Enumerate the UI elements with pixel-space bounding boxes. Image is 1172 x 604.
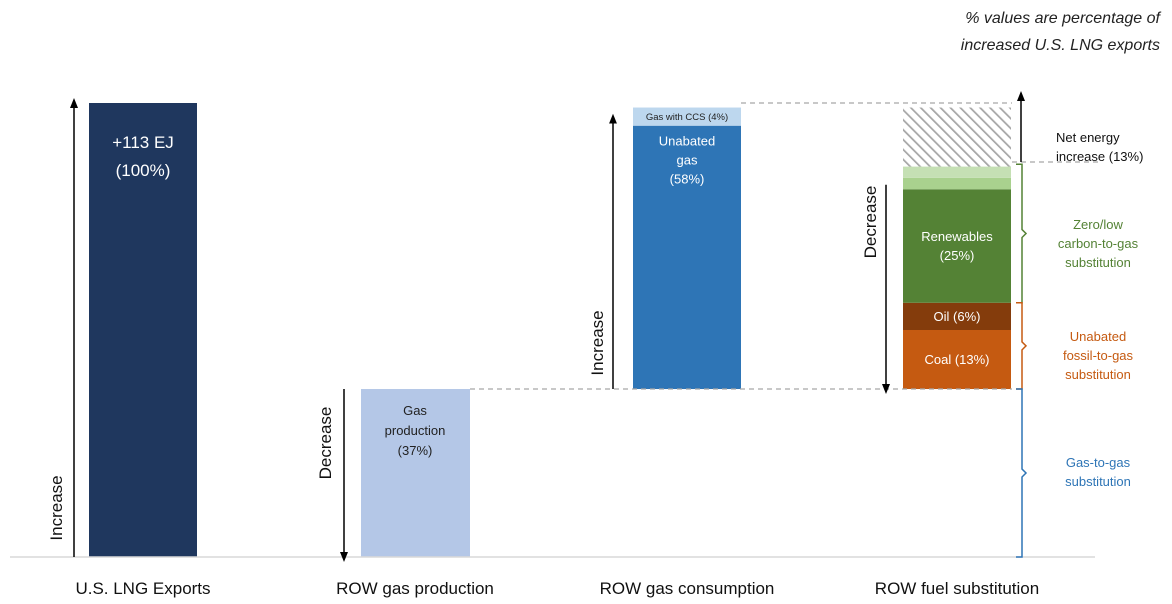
bracket-label: carbon-to-gas bbox=[1058, 236, 1139, 251]
bracket-label: fossil-to-gas bbox=[1063, 348, 1134, 363]
bar-label: Coal (13%) bbox=[924, 352, 989, 367]
bar-segment-other-low-carbon bbox=[903, 166, 1011, 178]
category-label: ROW gas production bbox=[336, 579, 494, 598]
bracket-gas-to-gas bbox=[1016, 388, 1028, 558]
bar-segment-oil bbox=[903, 302, 1011, 330]
bar-label: Renewables bbox=[921, 229, 993, 244]
bar-label: (100%) bbox=[116, 161, 171, 180]
bar-label: Oil (6%) bbox=[934, 309, 981, 324]
category-label: ROW gas consumption bbox=[600, 579, 775, 598]
bracket-label: Zero/low bbox=[1073, 217, 1123, 232]
category-label: U.S. LNG Exports bbox=[75, 579, 210, 598]
chart-note: % values are percentage of bbox=[965, 10, 1161, 27]
bar-segment-coal bbox=[903, 330, 1011, 390]
category-label: ROW fuel substitution bbox=[875, 579, 1039, 598]
bar-segment-consumption bbox=[633, 107, 741, 126]
bar-label: Gas with CCS (4%) bbox=[646, 112, 728, 123]
bracket-label: substitution bbox=[1065, 255, 1131, 270]
bar-segment-renewables bbox=[903, 189, 1011, 303]
bar-label: (25%) bbox=[940, 248, 975, 263]
bracket-unabated-fossil bbox=[1016, 302, 1028, 390]
bar-label: Unabated bbox=[659, 134, 715, 149]
net-energy-label: Net energy bbox=[1056, 130, 1120, 145]
axis-note-increase: Increase bbox=[588, 310, 607, 375]
bracket-label: substitution bbox=[1065, 367, 1131, 382]
bar-label: production bbox=[385, 423, 446, 438]
bar-label: (58%) bbox=[670, 172, 705, 187]
bracket-label: Gas-to-gas bbox=[1066, 455, 1131, 470]
bar-segment-net-increase bbox=[903, 107, 1011, 167]
axis-note-decrease: Decrease bbox=[316, 407, 335, 480]
bar-label: Gas bbox=[403, 403, 427, 418]
bracket-label: substitution bbox=[1065, 474, 1131, 489]
bar-us-lng-exports bbox=[89, 103, 197, 557]
bar-segment-other-low-carbon bbox=[903, 177, 1011, 190]
bar-label: +113 EJ bbox=[112, 133, 174, 152]
bar-label: gas bbox=[677, 153, 698, 168]
net-energy-label: increase (13%) bbox=[1056, 149, 1143, 164]
axis-note-increase: Increase bbox=[47, 475, 66, 540]
bar-label: (37%) bbox=[398, 443, 433, 458]
axis-note-decrease: Decrease bbox=[861, 186, 880, 259]
chart-note: increased U.S. LNG exports bbox=[961, 37, 1160, 54]
bracket-label: Unabated bbox=[1070, 329, 1126, 344]
bracket-zero-low-carbon bbox=[1016, 163, 1028, 304]
bar-segment-consumption bbox=[633, 125, 741, 390]
bar-row-gas-production bbox=[361, 389, 470, 557]
